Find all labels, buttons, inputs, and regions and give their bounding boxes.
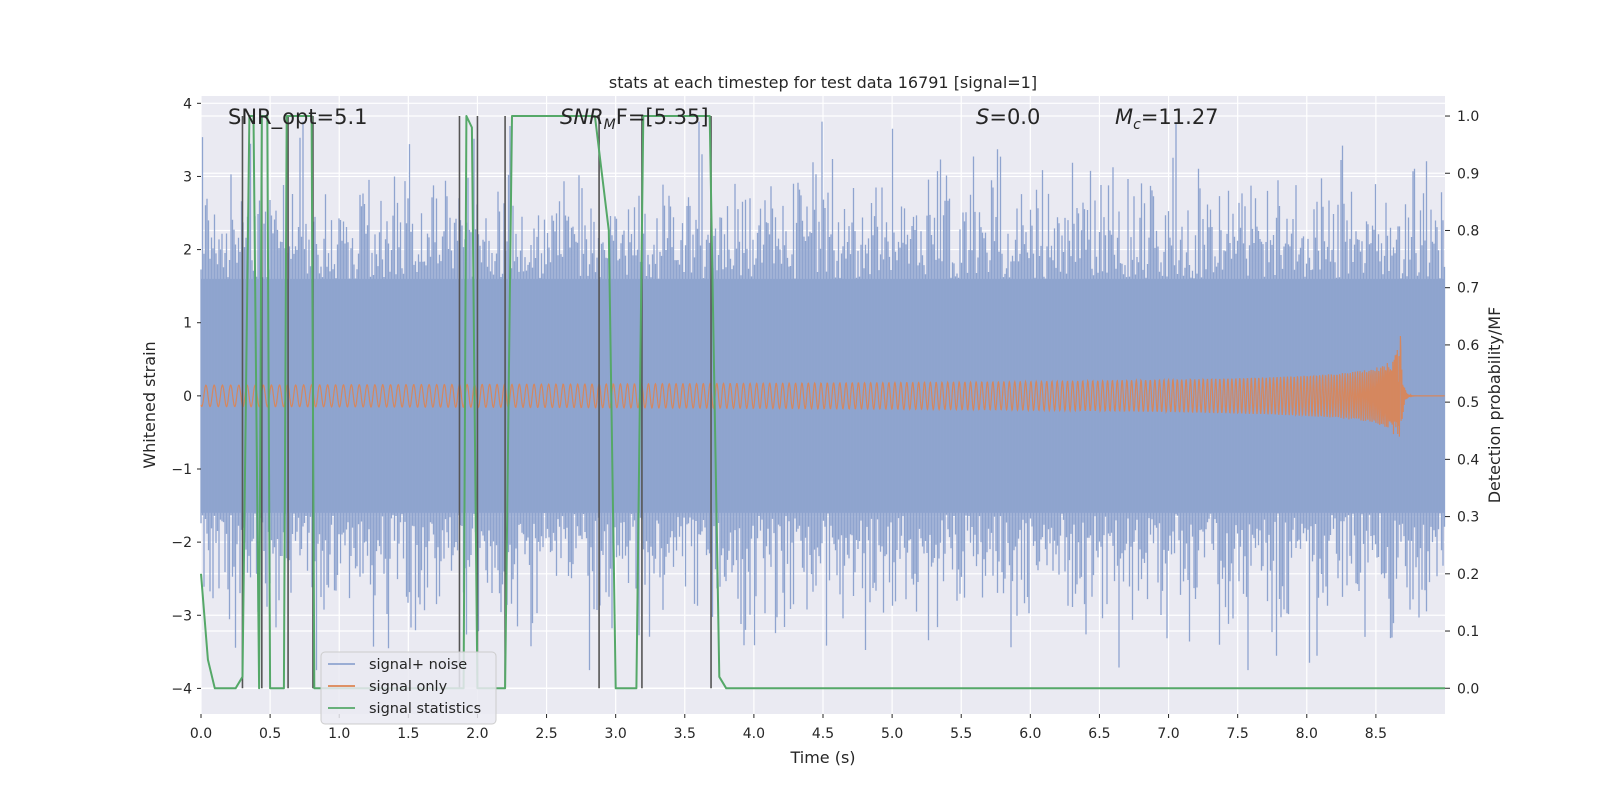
legend-label-signal-only: signal only — [369, 679, 448, 695]
y2-tick-label: 0.8 — [1457, 223, 1479, 239]
snr-opt-annotation: SNR_opt=5.1 — [228, 105, 368, 130]
x-tick-label: 7.0 — [1157, 726, 1179, 742]
legend-box — [320, 651, 497, 725]
x-tick-label: 4.0 — [743, 726, 765, 742]
y2-tick-label: 0.9 — [1457, 166, 1479, 182]
mc-sub: c — [1133, 117, 1141, 133]
signal-only-series — [200, 335, 1445, 437]
y2-tick-label: 0.0 — [1457, 681, 1479, 697]
y-tick-label: 0 — [183, 389, 192, 405]
x-tick-label: 4.5 — [812, 726, 834, 742]
y-tick-label: 1 — [183, 316, 192, 332]
y2-tick-label: 0.1 — [1457, 624, 1479, 640]
mc-value: =11.27 — [1141, 105, 1219, 129]
x-axis-label: Time (s) — [789, 748, 855, 767]
y2-axis-ticks: 1.0 0.9 0.8 0.7 0.6 0.5 0.4 0.3 0.2 0.1 0.0 — [1445, 109, 1479, 697]
mc-annotation: Mc=11.27 — [1115, 105, 1219, 133]
x-tick-label: 1.5 — [397, 726, 419, 742]
y2-tick-label: 0.7 — [1457, 281, 1479, 297]
x-tick-label: 5.5 — [950, 726, 972, 742]
chart-title: stats at each timestep for test data 167… — [609, 73, 1037, 92]
x-tick-label: 3.5 — [674, 726, 696, 742]
x-tick-label: 6.0 — [1019, 726, 1041, 742]
signal-only-line — [200, 335, 1445, 437]
y-tick-label: 4 — [183, 96, 192, 112]
y-tick-label: 3 — [183, 169, 192, 185]
x-tick-label: 0.5 — [259, 726, 281, 742]
snr-mf-label: SNR — [560, 105, 604, 129]
legend-label-signal-noise: signal+ noise — [369, 657, 467, 673]
y-axis-ticks: 4 3 2 1 0 −1 −2 −3 −4 — [171, 96, 201, 697]
legend-label-signal-statistics: signal statistics — [369, 701, 481, 717]
x-axis-ticks: 0.0 0.5 1.0 1.5 2.0 2.5 3.0 3.5 4.0 4.5 5.0 5.5 6.0 6… — [190, 714, 1387, 742]
x-tick-label: 3.0 — [605, 726, 627, 742]
y2-tick-label: 0.4 — [1457, 452, 1479, 468]
y2-tick-label: 0.2 — [1457, 567, 1479, 583]
x-tick-label: 2.0 — [466, 726, 488, 742]
x-tick-label: 8.0 — [1296, 726, 1318, 742]
snr-mf-annotation: SNRMF=[5.35] — [560, 105, 709, 133]
y-tick-label: 2 — [183, 243, 192, 259]
y2-axis-label: Detection probability/MF — [1485, 307, 1504, 504]
y-axis-label: Whitened strain — [140, 341, 159, 468]
snr-mf-sub: M — [604, 117, 616, 133]
legend: signal+ noise signal only signal statist… — [320, 651, 497, 725]
x-tick-label: 6.5 — [1088, 726, 1110, 742]
s-value: =0.0 — [989, 105, 1040, 129]
y2-tick-label: 1.0 — [1457, 109, 1479, 125]
y2-tick-label: 0.6 — [1457, 338, 1479, 354]
y-tick-label: −1 — [171, 462, 192, 478]
x-tick-label: 2.5 — [535, 726, 557, 742]
y2-tick-label: 0.5 — [1457, 395, 1479, 411]
x-tick-label: 8.5 — [1365, 726, 1387, 742]
y2-tick-label: 0.3 — [1457, 510, 1479, 526]
mc-label: M — [1115, 105, 1133, 129]
s-label: S — [976, 105, 989, 129]
x-tick-label: 1.0 — [328, 726, 350, 742]
x-tick-label: 0.0 — [190, 726, 212, 742]
x-tick-label: 7.5 — [1227, 726, 1249, 742]
snr-mf-value: F=[5.35] — [616, 105, 709, 129]
x-tick-label: 5.0 — [881, 726, 903, 742]
y-tick-label: −3 — [171, 608, 192, 624]
s-annotation: S=0.0 — [976, 105, 1040, 129]
y-tick-label: −2 — [171, 535, 192, 551]
y-tick-label: −4 — [171, 681, 192, 697]
